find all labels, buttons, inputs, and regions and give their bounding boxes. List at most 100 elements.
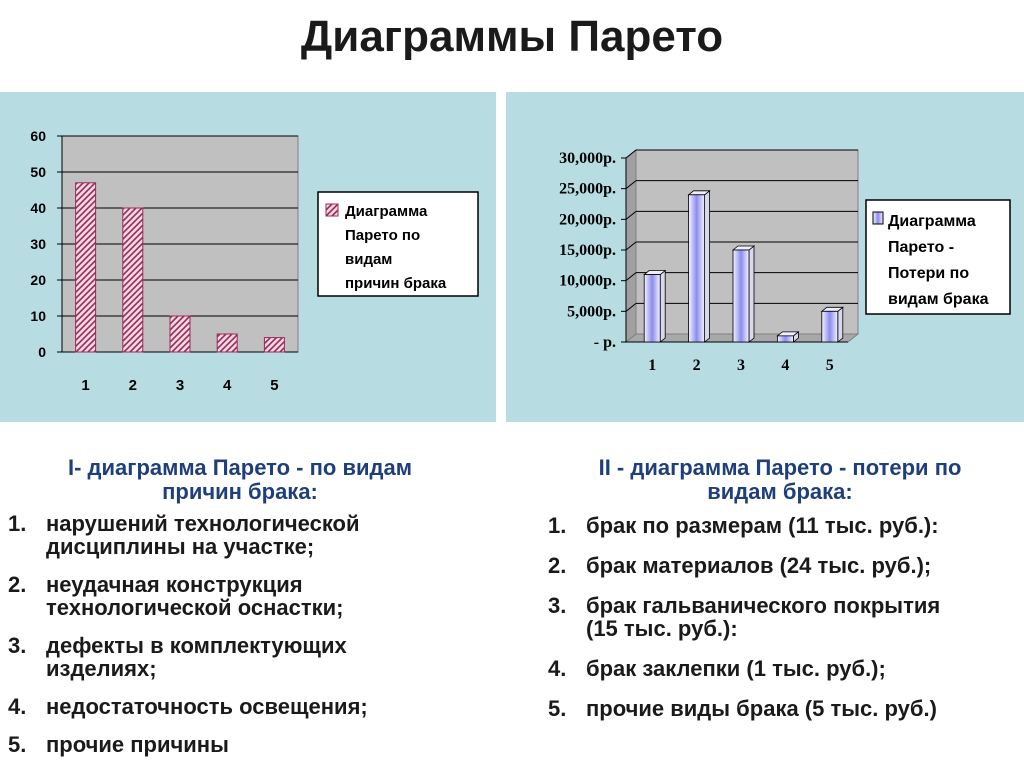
list-item-number: 5. (8, 732, 27, 757)
list-item-number: 1. (8, 511, 27, 536)
list-item-number: 2. (8, 572, 27, 597)
legend-label: видам брака (888, 291, 989, 308)
x-tick-label: 5 (826, 357, 834, 374)
y-tick-label: - р. (594, 334, 616, 351)
list-item-text: изделиях; (46, 656, 157, 681)
gridline (625, 241, 637, 251)
list-item: 1. брак по размерам (11 тыс. руб.): (548, 514, 1018, 537)
bar-side (748, 245, 755, 343)
x-tick-label: 2 (129, 377, 137, 394)
chart-panel-1: 0 10 20 30 40 50 60 1 2 3 4 5 Диаграмма Парето по вида… (0, 92, 496, 422)
legend-swatch (325, 203, 339, 217)
y-tick-label: 20 (30, 272, 46, 288)
x-tick-label: 3 (737, 357, 745, 374)
x-tick-label: 3 (176, 377, 184, 394)
y-tick-label: 0 (38, 344, 46, 360)
gridline (625, 180, 637, 190)
x-tick-label: 4 (781, 357, 789, 374)
y-tick-label: 10 (30, 308, 46, 324)
list-item-number: 1. (548, 513, 567, 538)
bar-side (704, 189, 711, 343)
list-item: 1. нарушений технологической дисциплины … (8, 512, 498, 558)
list-item: 2. брак материалов (24 тыс. руб.); (548, 554, 1018, 577)
y-tick-label: 30 (30, 236, 46, 252)
chart-panel-2: - р. 5,000р. 10,000р. 15,000р. 20,000р. 25,00… (506, 92, 1024, 422)
legend-label: Потери по (888, 265, 969, 282)
bar-side (837, 306, 844, 343)
list-item: 5. прочие причины (8, 733, 498, 756)
bar (643, 269, 667, 343)
section2-heading-line1: II - диаграмма Парето - потери по (598, 455, 962, 480)
bar (776, 331, 800, 343)
bar-front (688, 194, 706, 343)
legend-label: Диаграмма (345, 203, 428, 220)
bar (122, 207, 144, 353)
section1-heading-line2: причин брака: (162, 479, 318, 504)
list-item-number: 2. (548, 553, 567, 578)
bar (216, 333, 238, 353)
legend-swatch (872, 211, 884, 225)
legend-label: Парето - (888, 239, 954, 256)
list-item-text: нарушений технологической (46, 511, 360, 536)
list-item-number: 5. (548, 696, 567, 721)
gridline (625, 302, 637, 312)
list-item: 5. прочие виды брака (5 тыс. руб.) (548, 697, 1018, 720)
list-item: 3. дефекты в комплектующих изделиях; (8, 634, 498, 680)
loss-by-defect-list: 1. брак по размерам (11 тыс. руб.): 2. б… (548, 514, 1018, 720)
list-item-number: 3. (548, 593, 567, 618)
legend-label: Диаграмма (888, 213, 976, 230)
defect-causes-list: 1. нарушений технологической дисциплины … (8, 512, 498, 756)
list-item-text: неудачная конструкция (46, 572, 303, 597)
pareto-chart-loss-by-defect: - р. 5,000р. 10,000р. 15,000р. 20,000р. 25,00… (559, 148, 1011, 374)
x-tick-label: 5 (270, 377, 278, 394)
section1-heading: I- диаграмма Парето - по видам причин бр… (20, 456, 460, 504)
list-item-text: прочие причины (46, 732, 229, 757)
bar-front (732, 249, 750, 343)
y-tick-label: 5,000р. (567, 303, 616, 320)
gridline (625, 210, 637, 220)
section1-heading-line1: I- диаграмма Парето - по видам (68, 455, 412, 480)
bar (820, 306, 844, 343)
bar-front (776, 335, 794, 343)
bar (263, 337, 285, 353)
list-item-text: технологической оснастки; (46, 595, 344, 620)
list-item-text: дисциплины на участке; (46, 534, 315, 559)
bar-front (643, 274, 661, 343)
y-tick-label: 60 (30, 128, 46, 144)
page-title: Диаграммы Парето (300, 12, 724, 61)
bar (687, 189, 711, 343)
list-item-text: прочие виды брака (5 тыс. руб.) (586, 696, 937, 721)
list-item-number: 4. (548, 656, 567, 681)
y-tick-label: 10,000р. (559, 273, 616, 290)
list-item-text: недостаточность освещения; (46, 694, 368, 719)
list-item-number: 3. (8, 633, 27, 658)
y-tick-label: 20,000р. (559, 211, 616, 228)
bar-side (659, 269, 666, 343)
list-item-text: брак заклепки (1 тыс. руб.); (586, 656, 886, 681)
y-tick-label: 30,000р. (559, 150, 616, 167)
legend-box (317, 191, 479, 297)
bar (169, 315, 191, 353)
legend-label: Парето по (345, 227, 420, 244)
list-item: 4. брак заклепки (1 тыс. руб.); (548, 657, 1018, 680)
list-item: 4. недостаточность освещения; (8, 695, 498, 718)
list-item: 2. неудачная конструкция технологической… (8, 573, 498, 619)
list-item-text: брак по размерам (11 тыс. руб.): (586, 513, 939, 538)
legend-box (865, 199, 1011, 315)
list-item-text: брак материалов (24 тыс. руб.); (586, 553, 932, 578)
list-item-text: (15 тыс. руб.): (586, 616, 738, 641)
y-tick-label: 50 (30, 164, 46, 180)
list-item-number: 4. (8, 694, 27, 719)
gridline (625, 272, 637, 282)
x-tick-label: 2 (693, 357, 701, 374)
section2-heading-line2: видам брака: (707, 479, 853, 504)
section2-heading: II - диаграмма Парето - потери по видам … (540, 456, 1020, 504)
y-tick-label: 40 (30, 200, 46, 216)
bar (731, 245, 756, 343)
y-tick-label: 15,000р. (559, 242, 616, 259)
bar (75, 182, 97, 353)
list-item: 3. брак гальванического покрытия (15 тыс… (548, 594, 1018, 640)
pareto-chart-defect-causes: 0 10 20 30 40 50 60 1 2 3 4 5 Диаграмма Парето по вида… (30, 128, 479, 394)
bar-front (821, 310, 839, 343)
list-item-text: брак гальванического покрытия (586, 593, 941, 618)
